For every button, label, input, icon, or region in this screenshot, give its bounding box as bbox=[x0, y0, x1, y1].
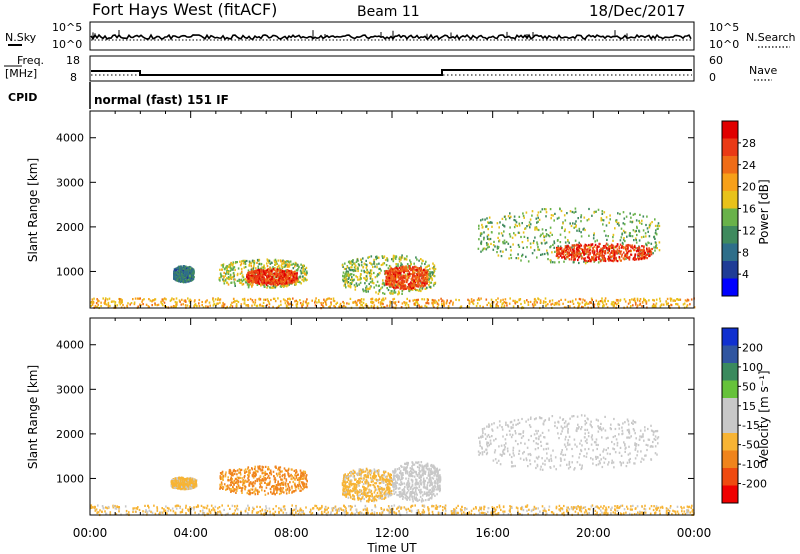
noise-left-tick-top: 10^5 bbox=[52, 21, 82, 34]
power-heatmap bbox=[90, 207, 696, 310]
colorbar-segment bbox=[722, 138, 738, 157]
power-axes: 1000 2000 3000 4000 bbox=[56, 111, 695, 308]
colorbar-segment bbox=[722, 450, 738, 469]
colorbar-segment bbox=[722, 415, 738, 434]
velocity-ylabel: Slant Range [km] bbox=[26, 365, 40, 469]
freq-label: Freq. bbox=[17, 54, 44, 67]
velocity-colorbar-label: Velocity [m s⁻¹] bbox=[757, 370, 771, 463]
freq-left-tick-bottom: 8 bbox=[70, 71, 77, 84]
colorbar-segment bbox=[722, 191, 738, 209]
nave-right-tick-bottom: 0 bbox=[709, 71, 716, 84]
colorbar-segment bbox=[722, 226, 738, 244]
range-tick-label: 2000 bbox=[56, 221, 84, 234]
velocity-heatmap bbox=[90, 414, 695, 517]
freq-unit-label: [MHz] bbox=[5, 67, 37, 80]
noise-sky-trace bbox=[90, 30, 692, 41]
colorbar-segment bbox=[722, 173, 738, 192]
colorbar-segment bbox=[722, 398, 738, 416]
cpid-label: CPID bbox=[8, 91, 37, 104]
time-tick-label: 00:00 bbox=[677, 526, 712, 540]
colorbar-tick-label: 24 bbox=[742, 159, 756, 172]
colorbar-tick-label: -15 bbox=[742, 419, 760, 432]
range-tick-label: 1000 bbox=[56, 265, 84, 278]
range-tick-label: 1000 bbox=[56, 472, 84, 485]
range-tick-label: 4000 bbox=[56, 132, 84, 145]
colorbar-tick-label: -200 bbox=[742, 478, 767, 491]
colorbar-segment bbox=[722, 243, 738, 262]
colorbar-tick-label: -100 bbox=[742, 458, 767, 471]
noise-sky-label: N.Sky bbox=[5, 31, 37, 44]
noise-right-tick-bottom: 10^0 bbox=[709, 38, 739, 51]
cpid-text: normal (fast) 151 IF bbox=[94, 93, 229, 107]
colorbar-segment bbox=[722, 468, 738, 486]
range-tick-label: 3000 bbox=[56, 176, 84, 189]
colorbar-tick-label: 4 bbox=[742, 268, 749, 281]
nave-label: Nave bbox=[749, 64, 777, 77]
power-colorbar-label: Power [dB] bbox=[757, 179, 771, 244]
power-colorbar: 4 8 12 16 20 24 28 bbox=[721, 120, 756, 297]
noise-left-tick-bottom: 10^0 bbox=[52, 38, 82, 51]
colorbar-segment bbox=[722, 156, 738, 174]
time-axis-label: Time UT bbox=[366, 541, 417, 554]
colorbar-segment bbox=[722, 261, 738, 279]
velocity-colorbar: 200 100 50 15 -15 -50 -100 -200 bbox=[721, 327, 767, 504]
colorbar-tick-label: 200 bbox=[742, 341, 763, 354]
colorbar-tick-label: 15 bbox=[742, 400, 756, 413]
station-title: Fort Hays West (fitACF) bbox=[92, 0, 277, 19]
colorbar-tick-label: 16 bbox=[742, 203, 756, 216]
colorbar-segment bbox=[722, 363, 738, 381]
freq-trace bbox=[91, 69, 692, 76]
range-tick-label: 3000 bbox=[56, 383, 84, 396]
colorbar-tick-label: 12 bbox=[742, 224, 756, 237]
time-tick-label: 00:00 bbox=[73, 526, 108, 540]
time-tick-label: 08:00 bbox=[274, 526, 309, 540]
time-tick-label: 04:00 bbox=[173, 526, 208, 540]
date-label: 18/Dec/2017 bbox=[589, 2, 685, 20]
freq-left-tick-top: 18 bbox=[66, 54, 80, 67]
colorbar-tick-label: 8 bbox=[742, 246, 749, 259]
colorbar-segment bbox=[722, 208, 738, 227]
range-tick-label: 2000 bbox=[56, 428, 84, 441]
colorbar-tick-label: 20 bbox=[742, 181, 756, 194]
range-tick-label: 4000 bbox=[56, 339, 84, 352]
noise-panel-frame bbox=[89, 21, 695, 51]
colorbar-tick-label: 100 bbox=[742, 361, 763, 374]
noise-right-tick-top: 10^5 bbox=[709, 21, 739, 34]
time-axis-ticks: 00:00 04:00 08:00 12:00 16:00 20:00 00:00 bbox=[73, 526, 712, 540]
time-tick-label: 20:00 bbox=[576, 526, 611, 540]
time-tick-label: 12:00 bbox=[375, 526, 410, 540]
velocity-axes: 1000 2000 3000 4000 bbox=[56, 318, 695, 515]
nave-right-tick-top: 60 bbox=[709, 54, 723, 67]
power-ylabel: Slant Range [km] bbox=[26, 158, 40, 262]
colorbar-segment bbox=[722, 345, 738, 364]
colorbar-segment bbox=[722, 433, 738, 451]
colorbar-segment bbox=[722, 380, 738, 399]
beam-label: Beam 11 bbox=[357, 4, 420, 20]
colorbar-segment bbox=[722, 278, 738, 297]
freq-panel-frame bbox=[89, 55, 695, 82]
colorbar-segment bbox=[722, 121, 738, 139]
colorbar-tick-label: -50 bbox=[742, 439, 760, 452]
colorbar-tick-label: 50 bbox=[742, 380, 756, 393]
time-tick-label: 16:00 bbox=[475, 526, 510, 540]
noise-search-label: N.Search bbox=[746, 31, 796, 44]
colorbar-segment bbox=[722, 485, 738, 504]
colorbar-tick-label: 28 bbox=[742, 137, 756, 150]
colorbar-segment bbox=[722, 328, 738, 346]
